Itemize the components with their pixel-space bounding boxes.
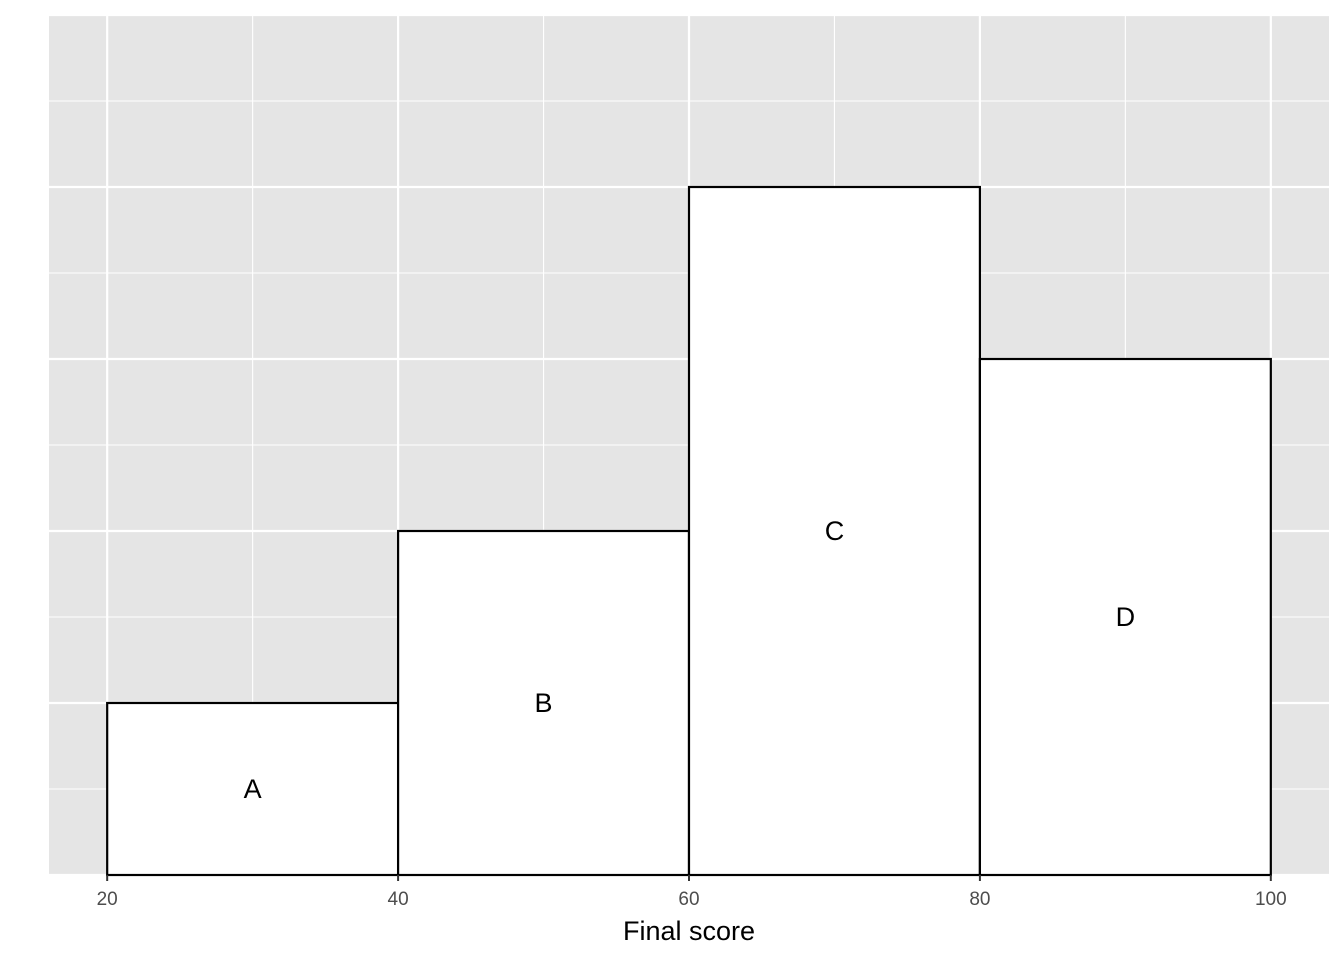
- x-tick-label: 60: [678, 889, 699, 910]
- bar-label-B: B: [535, 688, 553, 718]
- x-tick-label: 20: [97, 889, 118, 910]
- x-tick-label: 80: [969, 889, 990, 910]
- bar-label-C: C: [825, 516, 845, 546]
- bar-D: [978, 357, 1272, 877]
- x-axis-label: Final score: [623, 916, 755, 946]
- bar-label-D: D: [1116, 602, 1136, 632]
- bar-label-A: A: [244, 774, 262, 804]
- bar-C: [687, 185, 982, 877]
- x-tick-label: 40: [388, 889, 409, 910]
- bars: [106, 185, 1272, 877]
- bar-labels: A B C D: [244, 516, 1135, 804]
- bar-A: [106, 701, 400, 877]
- bar-B: [396, 529, 691, 877]
- x-tick-label: 100: [1255, 889, 1287, 910]
- x-axis: 20 40 60 80 100: [97, 875, 1287, 910]
